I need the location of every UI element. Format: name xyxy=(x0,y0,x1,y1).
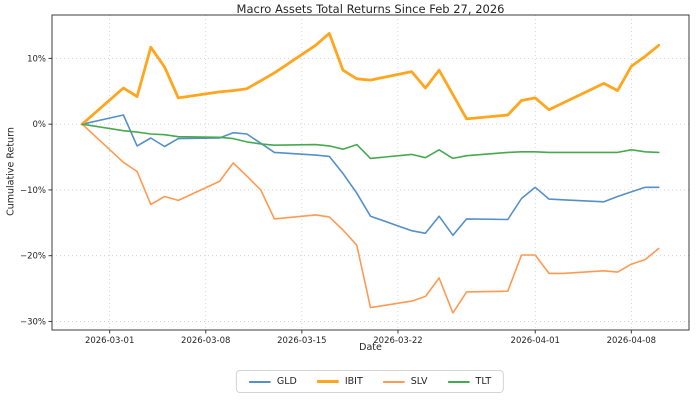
y-tick-label: −20% xyxy=(20,252,46,262)
series-line-slv xyxy=(81,123,660,314)
x-axis-label: Date xyxy=(359,342,382,353)
legend-label-slv: SLV xyxy=(410,376,428,387)
legend-swatch-gld xyxy=(248,380,271,383)
legend-item-slv: SLV xyxy=(382,376,428,387)
y-tick-label: −30% xyxy=(20,317,46,327)
series-line-gld xyxy=(81,114,660,237)
legend-item-ibit: IBIT xyxy=(316,376,363,387)
series-line-tlt xyxy=(81,123,660,160)
legend: GLD IBIT SLV TLT xyxy=(235,370,505,393)
series-line-ibit xyxy=(80,32,661,126)
y-tick-label: 0% xyxy=(33,120,47,130)
legend-label-ibit: IBIT xyxy=(344,376,363,387)
x-tick-label: 2026-03-22 xyxy=(373,336,422,346)
x-tick-label: 2026-03-08 xyxy=(181,336,230,346)
y-tick-label: −10% xyxy=(20,186,46,196)
legend-swatch-slv xyxy=(382,380,405,383)
x-tick-label: 2026-04-01 xyxy=(511,336,560,346)
y-axis-label: Cumulative Return xyxy=(5,127,17,216)
legend-swatch-ibit xyxy=(316,380,339,383)
legend-item-tlt: TLT xyxy=(447,376,492,387)
plot-border xyxy=(51,14,690,331)
x-tick-label: 2026-04-08 xyxy=(607,336,656,346)
x-tick-label: 2026-03-01 xyxy=(85,336,134,346)
y-tick-label: 10% xyxy=(27,54,46,64)
legend-label-gld: GLD xyxy=(276,376,297,387)
legend-item-gld: GLD xyxy=(248,376,297,387)
legend-swatch-tlt xyxy=(447,380,470,383)
chart-title: Macro Assets Total Returns Since Feb 27,… xyxy=(236,2,505,16)
x-tick-label: 2026-03-15 xyxy=(277,336,326,346)
legend-label-tlt: TLT xyxy=(475,376,492,387)
